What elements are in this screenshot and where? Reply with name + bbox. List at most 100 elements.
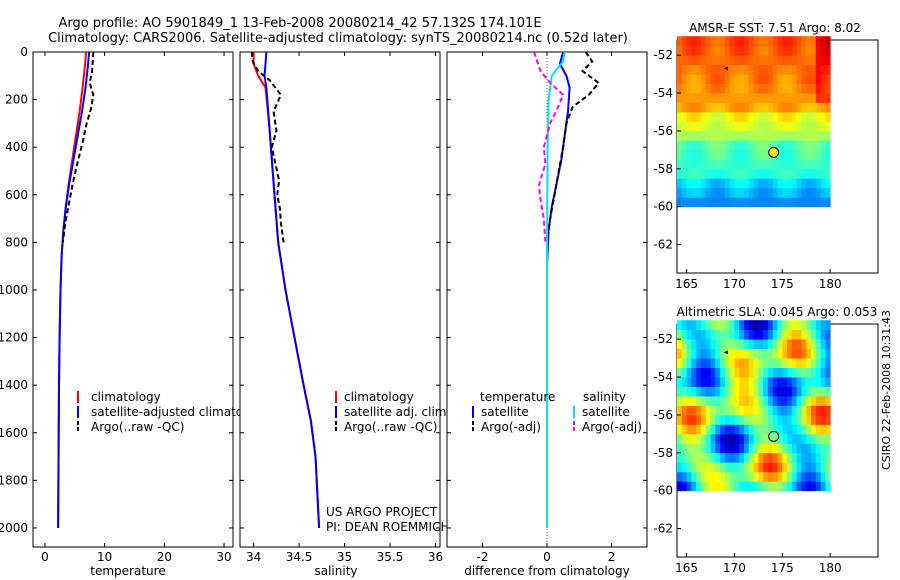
- map-cell: [825, 140, 831, 151]
- map-cell: [758, 452, 764, 463]
- map-cell: [791, 452, 798, 463]
- map-cell: [705, 83, 711, 94]
- map-cell: [825, 424, 831, 435]
- map-cell: [777, 168, 783, 179]
- map-cell: [820, 424, 826, 435]
- map-cell: [681, 197, 687, 208]
- map-cell: [710, 140, 716, 151]
- map-cell: [758, 55, 764, 66]
- legend-climatology-label: climatology: [344, 390, 414, 404]
- map-cell: [782, 178, 788, 189]
- map-cell: [796, 377, 802, 387]
- map-cell: [686, 386, 692, 397]
- map-cell: [686, 424, 692, 435]
- map-cell: [739, 329, 745, 340]
- series-line: [263, 51, 321, 529]
- map-cell: [700, 197, 707, 208]
- map-cell: [700, 159, 707, 170]
- map-cell: [753, 414, 759, 425]
- map-cell: [753, 93, 759, 103]
- map-cell: [729, 320, 735, 331]
- map-cell: [710, 443, 716, 454]
- map-cell: [729, 168, 735, 179]
- map-cell: [791, 140, 798, 151]
- map-cell: [739, 348, 745, 359]
- map-cell: [801, 178, 807, 189]
- map-cell: [720, 462, 726, 473]
- map-cell: [763, 481, 769, 492]
- map-cell: [705, 74, 711, 84]
- map-cell: [705, 414, 711, 425]
- map-cell: [767, 168, 774, 179]
- map-cell: [691, 396, 697, 406]
- map-cell: [691, 36, 697, 47]
- map-cell: [772, 358, 778, 368]
- map-cell: [681, 149, 687, 160]
- map-cell: [782, 55, 788, 66]
- map-cell: [739, 140, 745, 151]
- map-cell: [691, 178, 697, 189]
- map-cell: [734, 121, 740, 132]
- map-cell: [811, 329, 817, 340]
- map-cell: [801, 358, 807, 368]
- map-cell: [782, 471, 788, 482]
- map-cell: [744, 481, 750, 492]
- map-cell: [705, 149, 711, 160]
- map-cell: [734, 140, 740, 151]
- map-cell: [767, 64, 774, 75]
- map-cell: [739, 424, 745, 435]
- map-cell: [720, 45, 726, 56]
- map-cell: [796, 452, 802, 463]
- map-cell: [801, 55, 807, 66]
- map-cell: [801, 93, 807, 103]
- map-cell: [763, 320, 769, 331]
- map-cell: [715, 405, 721, 416]
- map-cell: [815, 178, 821, 189]
- map-cell: [787, 471, 793, 482]
- map-cell: [801, 329, 807, 340]
- map-cell: [734, 433, 740, 444]
- map-cell: [715, 386, 721, 397]
- map-cell: [700, 339, 707, 350]
- map-cell: [686, 140, 692, 151]
- map-cell: [734, 462, 740, 473]
- map-cell: [700, 386, 707, 397]
- y-tick-label: 1800: [0, 473, 28, 487]
- map-cell: [729, 83, 735, 94]
- salinity-panel: 34 34.5 35 35.5 36 salinity climatology sate…: [239, 51, 450, 578]
- map-cell: [677, 112, 683, 122]
- map-cell: [705, 405, 711, 416]
- map-cell: [686, 433, 692, 444]
- map-cell: [729, 130, 735, 141]
- map-cell: [820, 74, 826, 84]
- map-cell: [696, 93, 702, 103]
- map-cell: [772, 74, 778, 84]
- map-cell: [801, 367, 807, 378]
- map-cell: [700, 481, 707, 492]
- map-cell: [715, 443, 721, 454]
- map-cell: [796, 83, 802, 94]
- map-cell: [700, 405, 707, 416]
- map-cell: [700, 149, 707, 160]
- map-cell: [811, 433, 817, 444]
- map-cell: [691, 112, 697, 122]
- map-cell: [811, 377, 817, 387]
- map-cell: [825, 358, 831, 368]
- map-cell: [782, 452, 788, 463]
- map-cell: [763, 329, 769, 340]
- map-cell: [820, 168, 826, 179]
- map-cell: [748, 481, 754, 492]
- map-cell: [811, 197, 817, 208]
- map-cell: [720, 159, 726, 170]
- map-cell: [748, 83, 754, 94]
- map-cell: [791, 414, 798, 425]
- map-cell: [753, 396, 759, 406]
- map-cell: [767, 481, 774, 492]
- map-cell: [787, 36, 793, 47]
- map-cell: [677, 339, 683, 350]
- map-cell: [710, 339, 716, 350]
- map-cell: [748, 102, 754, 113]
- map-cell: [677, 102, 683, 113]
- map-cell: [820, 55, 826, 66]
- map-cell: [705, 64, 711, 75]
